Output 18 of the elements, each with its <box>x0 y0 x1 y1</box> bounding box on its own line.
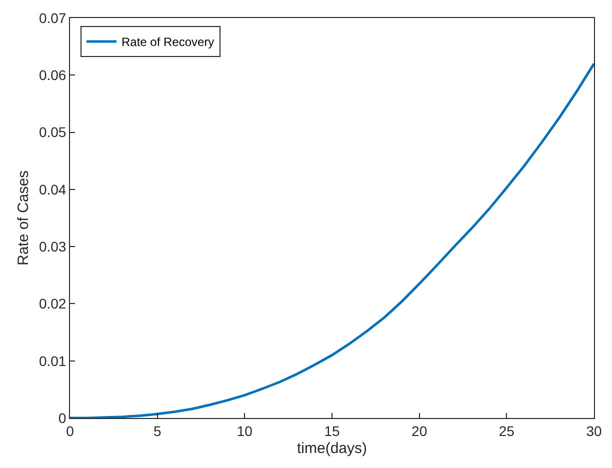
x-tick-label: 15 <box>324 422 340 439</box>
y-tick-label: 0.05 <box>38 124 66 140</box>
y-tick-label: 0.07 <box>38 10 66 26</box>
y-tick-label: 0 <box>58 410 66 426</box>
legend-label: Rate of Recovery <box>121 35 214 50</box>
y-axis-title: Rate of Cases <box>15 170 32 266</box>
y-tick-label: 0.03 <box>38 238 66 254</box>
x-tick-label: 20 <box>412 422 428 439</box>
y-tick-label: 0.02 <box>38 296 66 312</box>
line-series <box>70 62 594 418</box>
y-tick-label: 0.01 <box>38 352 66 369</box>
x-tick-label: 25 <box>498 422 515 439</box>
x-tick-label: 10 <box>236 422 253 439</box>
x-tick-label: 5 <box>153 422 162 439</box>
x-axis-title: time(days) <box>296 440 368 457</box>
x-tick-label: 30 <box>586 422 602 439</box>
y-tick-label: 0.06 <box>38 67 66 84</box>
y-tick-label: 0.04 <box>38 181 66 198</box>
